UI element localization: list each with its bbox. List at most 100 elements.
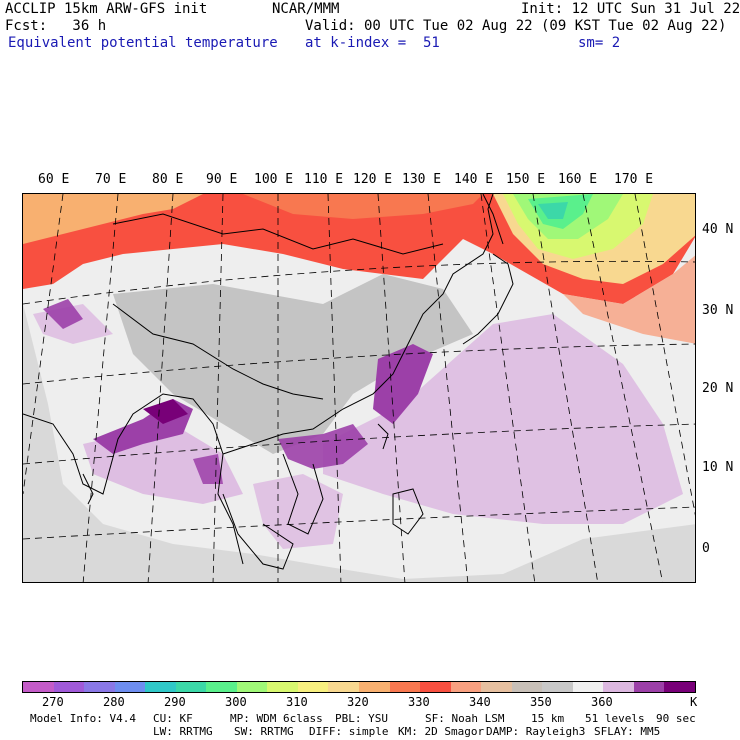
- lat-line-10: [23, 423, 695, 465]
- orange-red-region: [243, 194, 483, 219]
- lat-label: 10 N: [702, 460, 734, 475]
- lat-label: 40 N: [702, 222, 734, 237]
- lat-label: 0: [702, 541, 710, 556]
- colorbar-swatch: [84, 682, 115, 692]
- lon-label: 130 E: [402, 172, 442, 187]
- resolution: 15 km: [531, 712, 565, 725]
- model-title: ACCLIP 15km ARW-GFS init: [5, 1, 208, 17]
- peach-region: [563, 255, 695, 344]
- lon-line-80: [147, 194, 174, 582]
- lon-label: 100 E: [254, 172, 294, 187]
- colorbar-tick: 340: [469, 695, 491, 709]
- graticule: [23, 194, 695, 582]
- border-north: [112, 213, 444, 255]
- colorbar-swatch: [53, 682, 85, 692]
- border-himalaya: [112, 303, 324, 400]
- colorbar-swatch: [603, 682, 634, 692]
- lon-line-130: [427, 194, 469, 582]
- coast-philippines: [392, 488, 424, 535]
- colorbar-swatch: [206, 682, 237, 692]
- lon-line-150: [532, 194, 599, 582]
- diffusion-scheme: DIFF: simple: [309, 725, 389, 738]
- lon-line-60: [23, 194, 64, 495]
- colorbar-swatch: [359, 682, 390, 692]
- lon-label: 170 E: [614, 172, 654, 187]
- surface-scheme: SF: Noah LSM: [425, 712, 505, 725]
- colorbar-swatch: [267, 682, 298, 692]
- model-version: Model Info: V4.4: [30, 712, 136, 725]
- damping-scheme: DAMP: Rayleigh3: [486, 725, 586, 738]
- orange-region: [23, 194, 203, 244]
- level-index: at k-index = 51: [305, 35, 440, 51]
- lat-label: 30 N: [702, 303, 734, 318]
- cumulus-scheme: CU: KF: [153, 712, 193, 725]
- colorbar-swatch: [328, 682, 360, 692]
- colorbar-unit: K: [690, 695, 698, 709]
- lat-line-0: [23, 506, 695, 540]
- colorbar-swatch: [633, 682, 665, 692]
- lon-label: 110 E: [304, 172, 344, 187]
- colorbar-swatch: [236, 682, 268, 692]
- lon-line-170: [634, 194, 695, 516]
- lon-label: 150 E: [506, 172, 546, 187]
- colorbar-swatch: [542, 682, 573, 692]
- institution-label: NCAR/MMM: [272, 1, 340, 17]
- lon-label: 160 E: [558, 172, 598, 187]
- map-panel: [22, 193, 696, 583]
- time-step: 90 sec: [656, 712, 696, 725]
- coast-sri-lanka: [82, 473, 94, 505]
- coast-indochina: [282, 453, 324, 535]
- land-gray-region: [113, 274, 473, 454]
- colorbar-tick: 290: [164, 695, 186, 709]
- purple-south-china-sea: [278, 424, 368, 469]
- colorbar-tick: 300: [225, 695, 247, 709]
- lon-label: 120 E: [353, 172, 393, 187]
- teal-region: [538, 202, 568, 219]
- lon-label: 140 E: [454, 172, 494, 187]
- colorbar-tick: 350: [530, 695, 552, 709]
- longwave-scheme: LW: RRTMG: [153, 725, 213, 738]
- colorbar-swatch: [664, 682, 696, 692]
- colorbar-swatch: [420, 682, 451, 692]
- lon-line-140: [480, 194, 536, 582]
- colorbar-swatch: [389, 682, 421, 692]
- colorbar: [22, 681, 696, 693]
- colorbar-swatch: [297, 682, 329, 692]
- lon-label: 80 E: [152, 172, 184, 187]
- valid-time: Valid: 00 UTC Tue 02 Aug 22 (09 KST Tue …: [305, 18, 727, 34]
- lon-line-70: [82, 194, 119, 582]
- theta-e-map: [23, 194, 695, 582]
- coast-japan: [462, 253, 514, 345]
- colorbar-swatch: [572, 682, 604, 692]
- lon-line-90: [212, 194, 224, 582]
- lon-label: 60 E: [38, 172, 70, 187]
- microphysics-scheme: MP: WDM 6class: [230, 712, 323, 725]
- surface-layer-scheme: SFLAY: MM5: [594, 725, 661, 738]
- lon-line-110: [327, 194, 342, 582]
- colorbar-swatch: [481, 682, 512, 692]
- dark-purple-bengal: [143, 399, 188, 424]
- colorbar-swatch: [511, 682, 543, 692]
- lon-label: 90 E: [206, 172, 238, 187]
- lat-label: 20 N: [702, 381, 734, 396]
- colorbar-swatch: [23, 682, 54, 692]
- coastlines: [23, 194, 514, 570]
- colorbar-tick: 330: [408, 695, 430, 709]
- lat-line-20: [23, 343, 695, 385]
- gray-region: [23, 304, 695, 582]
- lon-line-120: [377, 194, 406, 582]
- init-time: Init: 12 UTC Sun 31 Jul 22: [521, 1, 740, 17]
- colorbar-tick: 280: [103, 695, 125, 709]
- coast-sakhalin: [482, 194, 504, 245]
- colorbar-tick: 310: [286, 695, 308, 709]
- coast-malay: [222, 493, 294, 570]
- purple-northwest: [43, 299, 83, 329]
- km-scheme: KM: 2D Smagor: [398, 725, 485, 738]
- coast-south-asia: [23, 393, 244, 565]
- colorbar-tick: 270: [42, 695, 64, 709]
- pbl-scheme: PBL: YSU: [335, 712, 388, 725]
- colorbar-swatch: [145, 682, 176, 692]
- purple-east-china: [373, 344, 433, 424]
- forecast-hour: Fcst: 36 h: [5, 18, 107, 34]
- lat-line-30: [23, 260, 695, 305]
